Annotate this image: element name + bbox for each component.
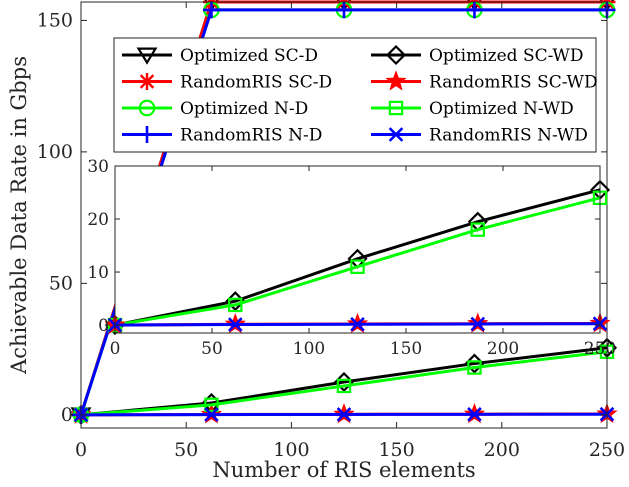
main-point-7-3 bbox=[467, 407, 482, 422]
main-point-5-2-shape bbox=[336, 378, 352, 394]
inset-axes-box bbox=[114, 165, 601, 334]
main-x-tick-label-5: 250 bbox=[589, 439, 625, 461]
legend-marker-3-shape bbox=[385, 70, 407, 91]
legend-label-1: Optimized SC-WD bbox=[429, 46, 584, 66]
legend-label-7: RandomRIS N-WD bbox=[429, 126, 588, 146]
main-point-5-2 bbox=[336, 378, 352, 394]
main-y-tick-label-0: 0 bbox=[61, 404, 73, 426]
inset-point-1-2-shape bbox=[350, 259, 365, 274]
legend-marker-6-shape bbox=[138, 126, 156, 143]
main-x-tick-label-2: 100 bbox=[273, 439, 309, 461]
inset-y-tick-label-3: 30 bbox=[87, 157, 109, 177]
main-y-tick-label-1: 50 bbox=[49, 272, 73, 294]
inset-point-3-1 bbox=[227, 317, 243, 332]
main-y-tick-label-2: 100 bbox=[37, 141, 73, 163]
main-point-7-1-shape bbox=[204, 407, 219, 422]
inset-x-tick-label-4: 200 bbox=[487, 339, 519, 359]
legend-item-6: RandomRIS N-D bbox=[122, 126, 322, 146]
legend-label-6: RandomRIS N-D bbox=[180, 126, 322, 146]
legend-item-4: Optimized N-D bbox=[122, 99, 308, 119]
main-series-line-5 bbox=[80, 350, 608, 417]
legend-marker-4-shape bbox=[138, 99, 156, 117]
inset-point-3-1-shape bbox=[227, 317, 243, 332]
main-point-6-2-shape bbox=[335, 1, 353, 19]
legend-item-1: Optimized SC-WD bbox=[371, 44, 584, 66]
inset-x-tick-label-0: 0 bbox=[110, 339, 121, 359]
inset-y-tick-label-2: 20 bbox=[87, 210, 109, 230]
main-point-5-3-shape bbox=[467, 360, 482, 375]
legend-item-7: RandomRIS N-WD bbox=[371, 126, 588, 146]
inset-point-1-1 bbox=[228, 297, 243, 313]
main-x-tick-label-3: 150 bbox=[378, 439, 414, 461]
inset-chart: 0 50 100 150 200 250 0 10 20 30 bbox=[87, 157, 616, 359]
inset-point-1-1-shape bbox=[228, 297, 243, 313]
legend-marker-1 bbox=[385, 44, 407, 66]
legend-marker-0-shape bbox=[136, 47, 158, 65]
inset-point-3-2-shape bbox=[350, 316, 365, 332]
legend-label-0: Optimized SC-D bbox=[180, 46, 318, 66]
legend-item-2: RandomRIS SC-D bbox=[122, 73, 332, 93]
legend-marker-2 bbox=[138, 73, 156, 90]
main-point-5-1 bbox=[204, 397, 219, 413]
legend-marker-0 bbox=[136, 47, 158, 65]
inset-series-line-0 bbox=[114, 188, 601, 327]
main-y-tick-label-3: 150 bbox=[37, 9, 73, 31]
inset-point-1-3-shape bbox=[470, 222, 486, 237]
main-axes-box bbox=[80, 1, 608, 429]
main-x-tick-label-1: 50 bbox=[174, 439, 198, 461]
main-point-5-1-shape bbox=[204, 397, 219, 413]
inset-point-3-2 bbox=[350, 316, 365, 332]
y-axis-title: Achievable Data Rate in Gbps bbox=[7, 56, 31, 375]
inset-x-tick-label-3: 150 bbox=[390, 339, 422, 359]
main-x-tick-label-4: 200 bbox=[484, 439, 520, 461]
legend-label-5: Optimized N-WD bbox=[429, 99, 574, 119]
inset-point-1-3 bbox=[470, 222, 486, 237]
main-point-7-3-shape bbox=[467, 407, 482, 422]
main-point-6-3-shape bbox=[465, 1, 483, 19]
legend-marker-6 bbox=[138, 126, 156, 143]
legend-marker-5 bbox=[388, 100, 404, 116]
main-point-7-2-shape bbox=[336, 407, 352, 422]
inset-point-3-3 bbox=[470, 316, 486, 332]
legend-marker-3 bbox=[385, 70, 407, 91]
inset-point-3-3-shape bbox=[470, 316, 486, 332]
x-axis-title: Number of RIS elements bbox=[212, 458, 475, 482]
legend-label-3: RandomRIS SC-WD bbox=[429, 73, 598, 93]
legend-label-2: RandomRIS SC-D bbox=[180, 73, 332, 93]
legend-marker-1-shape bbox=[385, 44, 407, 66]
legend-marker-2-shape bbox=[138, 73, 156, 90]
inset-point-1-2 bbox=[350, 259, 365, 274]
main-series-7 bbox=[73, 406, 615, 423]
legend-item-0: Optimized SC-D bbox=[122, 46, 318, 66]
main-point-7-2 bbox=[336, 407, 352, 422]
legend-marker-7 bbox=[388, 127, 404, 142]
legend-item-3: RandomRIS SC-WD bbox=[371, 70, 598, 93]
main-point-6-3 bbox=[465, 1, 483, 19]
inset-y-tick-label-1: 10 bbox=[87, 263, 109, 283]
main-point-6-1 bbox=[202, 1, 220, 19]
main-point-5-3 bbox=[467, 360, 482, 375]
legend-marker-5-shape bbox=[388, 100, 404, 116]
legend-marker-7-shape bbox=[388, 127, 404, 142]
legend-marker-4 bbox=[138, 99, 156, 117]
legend: Optimized SC-D Optimized SC-WD RandomRIS S… bbox=[113, 37, 598, 153]
main-point-7-1 bbox=[204, 407, 219, 422]
inset-x-tick-label-1: 50 bbox=[201, 339, 223, 359]
inset-x-tick-label-5: 250 bbox=[584, 339, 616, 359]
main-x-tick-label-0: 0 bbox=[75, 439, 87, 461]
inset-x-tick-label-2: 100 bbox=[293, 339, 325, 359]
main-point-6-1-shape bbox=[202, 1, 220, 19]
main-point-6-2 bbox=[335, 1, 353, 19]
legend-item-5: Optimized N-WD bbox=[371, 99, 574, 119]
inset-series-line-1 bbox=[114, 196, 601, 327]
legend-label-4: Optimized N-D bbox=[180, 99, 308, 119]
inset-y-tick-label-0: 0 bbox=[98, 316, 109, 336]
legend-box bbox=[113, 37, 597, 153]
